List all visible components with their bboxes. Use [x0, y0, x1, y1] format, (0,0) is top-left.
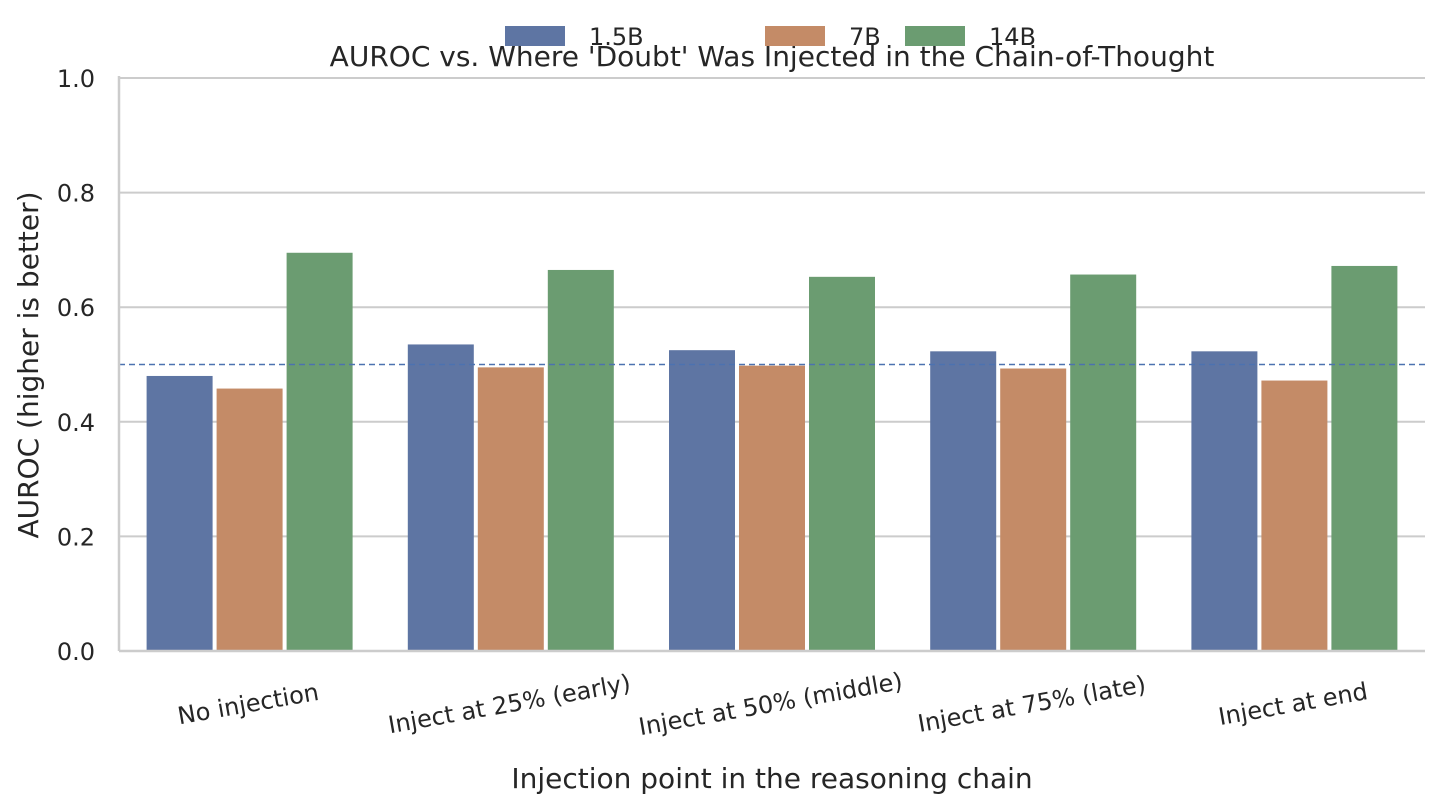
- x-tick-label: Inject at 50% (middle): [637, 667, 905, 741]
- x-tick-label: Inject at 75% (late): [916, 670, 1148, 738]
- y-tick-label: 0.2: [57, 523, 95, 551]
- legend-label: 7B: [849, 23, 881, 51]
- bar: [1261, 380, 1328, 651]
- bar: [1070, 274, 1137, 651]
- bar: [739, 365, 805, 651]
- y-tick-labels: 0.0 0.2 0.4 0.6 0.8 1.0: [57, 65, 95, 666]
- bar: [1000, 368, 1067, 651]
- y-tick-label: 1.0: [57, 65, 95, 93]
- legend-label: 14B: [989, 23, 1036, 51]
- bar: [930, 351, 997, 651]
- legend: 1.5B 7B 14B: [505, 23, 1036, 51]
- x-axis-label: Injection point in the reasoning chain: [511, 762, 1032, 795]
- axes: [117, 76, 1425, 653]
- bar: [146, 375, 213, 651]
- bar: [1191, 351, 1258, 651]
- x-tick-labels: No injection Inject at 25% (early) Inject …: [175, 667, 1369, 741]
- bar: [477, 367, 544, 651]
- bar: [216, 388, 283, 651]
- y-axis-label: AUROC (higher is better): [12, 191, 45, 538]
- y-tick-label: 0.0: [57, 638, 95, 666]
- legend-swatch: [505, 26, 565, 46]
- legend-swatch: [765, 26, 825, 46]
- bar: [407, 344, 474, 651]
- y-tick-label: 0.8: [57, 180, 95, 208]
- legend-swatch: [905, 26, 965, 46]
- bars: [146, 252, 1398, 651]
- x-tick-label: Inject at end: [1216, 677, 1369, 731]
- bar: [669, 350, 735, 651]
- y-tick-label: 0.4: [57, 409, 95, 437]
- y-tick-label: 0.6: [57, 294, 95, 322]
- x-tick-label: No injection: [175, 678, 320, 730]
- bar: [547, 269, 614, 651]
- x-tick-label: Inject at 25% (early): [386, 669, 633, 739]
- bar: [809, 276, 875, 651]
- bar: [1331, 265, 1398, 651]
- bar: [286, 252, 353, 651]
- legend-label: 1.5B: [589, 23, 644, 51]
